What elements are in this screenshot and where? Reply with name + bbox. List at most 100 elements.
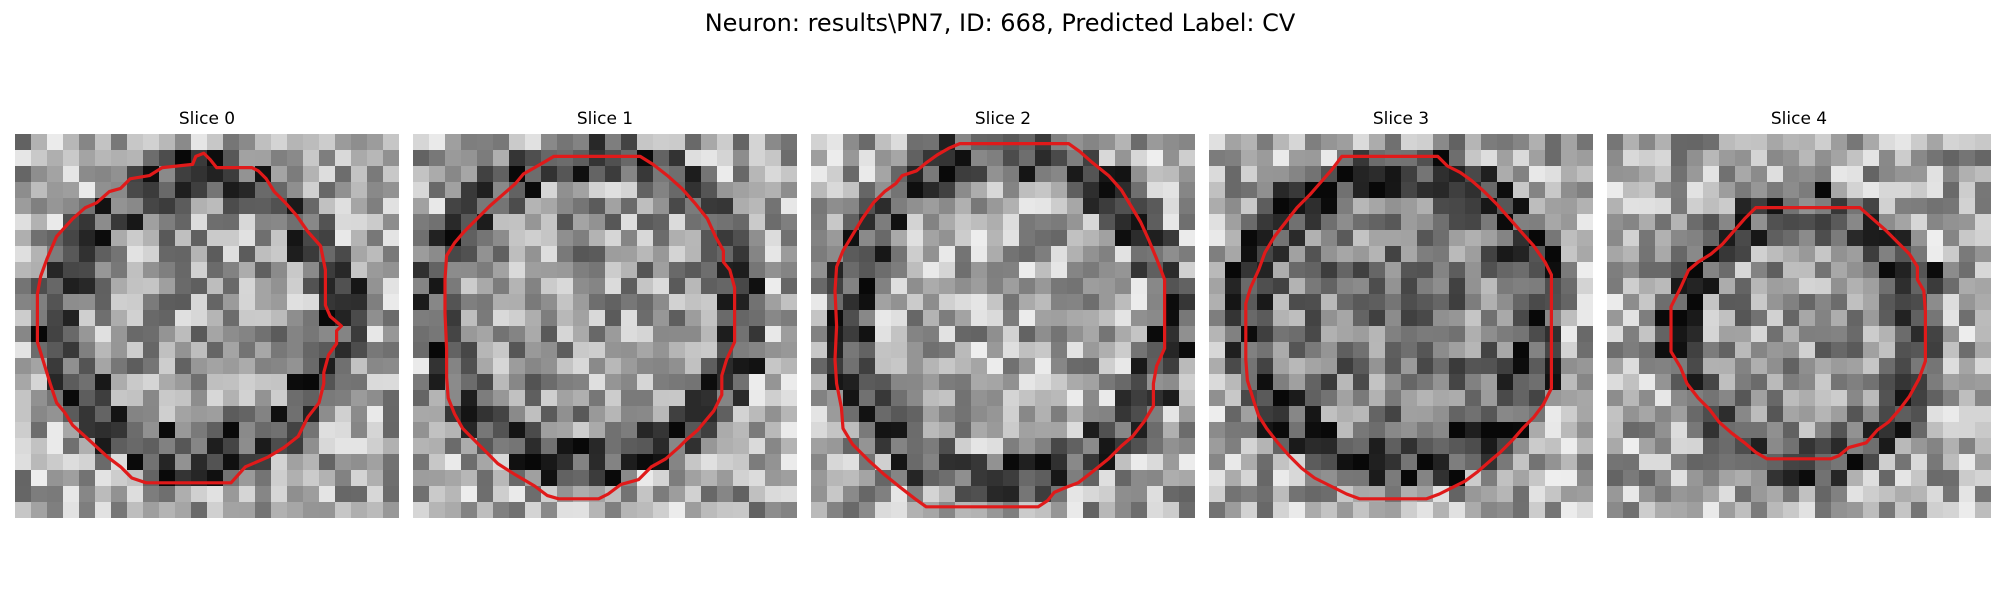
pixel <box>1353 326 1370 343</box>
pixel <box>749 502 766 518</box>
pixel <box>525 438 542 455</box>
pixel <box>1337 150 1354 167</box>
pixel <box>509 230 526 247</box>
pixel <box>765 374 782 391</box>
pixel <box>701 502 718 518</box>
pixel <box>15 486 32 503</box>
pixel <box>1561 486 1578 503</box>
pixel <box>1671 262 1688 279</box>
pixel <box>191 166 208 183</box>
pixel <box>1655 214 1672 231</box>
pixel <box>1051 390 1068 407</box>
pixel <box>843 166 860 183</box>
pixel <box>1751 470 1768 487</box>
pixel <box>255 486 272 503</box>
pixel <box>1863 438 1880 455</box>
pixel <box>605 502 622 518</box>
pixel <box>1051 166 1068 183</box>
pixel <box>1719 358 1736 375</box>
pixel <box>1719 294 1736 311</box>
pixel <box>1783 406 1800 423</box>
pixel <box>1735 374 1752 391</box>
pixel <box>1449 342 1466 359</box>
pixel <box>1433 326 1450 343</box>
pixel <box>1163 310 1180 327</box>
pixel <box>733 502 750 518</box>
pixel <box>1035 438 1052 455</box>
pixel <box>1719 310 1736 327</box>
pixel <box>1481 310 1498 327</box>
pixel <box>1703 278 1720 295</box>
pixel <box>1607 214 1624 231</box>
pixel <box>1767 310 1784 327</box>
pixel <box>1671 134 1688 151</box>
pixel <box>1703 470 1720 487</box>
pixel <box>717 470 734 487</box>
pixel <box>1577 374 1593 391</box>
pixel <box>383 278 399 295</box>
pixel <box>15 246 32 263</box>
pixel <box>1417 134 1434 151</box>
pixel <box>383 422 399 439</box>
pixel <box>1687 150 1704 167</box>
pixel <box>939 374 956 391</box>
pixel <box>1225 150 1242 167</box>
pixel <box>1321 278 1338 295</box>
pixel <box>1337 374 1354 391</box>
pixel <box>1131 358 1148 375</box>
pixel <box>1067 502 1084 518</box>
pixel <box>1369 198 1386 215</box>
pixel <box>429 278 446 295</box>
pixel <box>287 406 304 423</box>
pixel <box>1385 326 1402 343</box>
pixel <box>1719 246 1736 263</box>
pixel <box>525 454 542 471</box>
pixel <box>191 262 208 279</box>
pixel <box>159 342 176 359</box>
pixel <box>1847 486 1864 503</box>
pixel <box>63 374 80 391</box>
pixel <box>287 310 304 327</box>
pixel <box>143 326 160 343</box>
pixel <box>781 438 797 455</box>
pixel <box>1465 454 1482 471</box>
pixel <box>1353 454 1370 471</box>
pixel <box>1099 438 1116 455</box>
pixel <box>1433 438 1450 455</box>
pixel <box>653 502 670 518</box>
pixel <box>477 502 494 518</box>
pixel <box>781 134 797 151</box>
pixel <box>1703 214 1720 231</box>
pixel <box>383 342 399 359</box>
neuron-contour <box>35 151 343 485</box>
pixel <box>525 246 542 263</box>
pixel <box>1847 374 1864 391</box>
pixel <box>1481 326 1498 343</box>
pixel <box>1959 166 1976 183</box>
pixel <box>303 502 320 518</box>
pixel <box>1305 166 1322 183</box>
pixel <box>971 374 988 391</box>
pixel <box>669 262 686 279</box>
pixel <box>111 438 128 455</box>
pixel <box>749 454 766 471</box>
pixel <box>843 134 860 151</box>
pixel <box>1131 502 1148 518</box>
pixel <box>383 310 399 327</box>
pixel <box>1449 134 1466 151</box>
pixel <box>223 182 240 199</box>
pixel <box>1751 486 1768 503</box>
pixel <box>1655 134 1672 151</box>
pixel <box>1385 278 1402 295</box>
pixel <box>733 278 750 295</box>
pixel <box>653 422 670 439</box>
pixel <box>1019 326 1036 343</box>
pixel <box>413 230 430 247</box>
pixel <box>765 230 782 247</box>
pixel <box>1943 374 1960 391</box>
pixel <box>987 294 1004 311</box>
pixel <box>1911 326 1928 343</box>
pixel <box>127 278 144 295</box>
pixel <box>875 150 892 167</box>
pixel <box>573 438 590 455</box>
